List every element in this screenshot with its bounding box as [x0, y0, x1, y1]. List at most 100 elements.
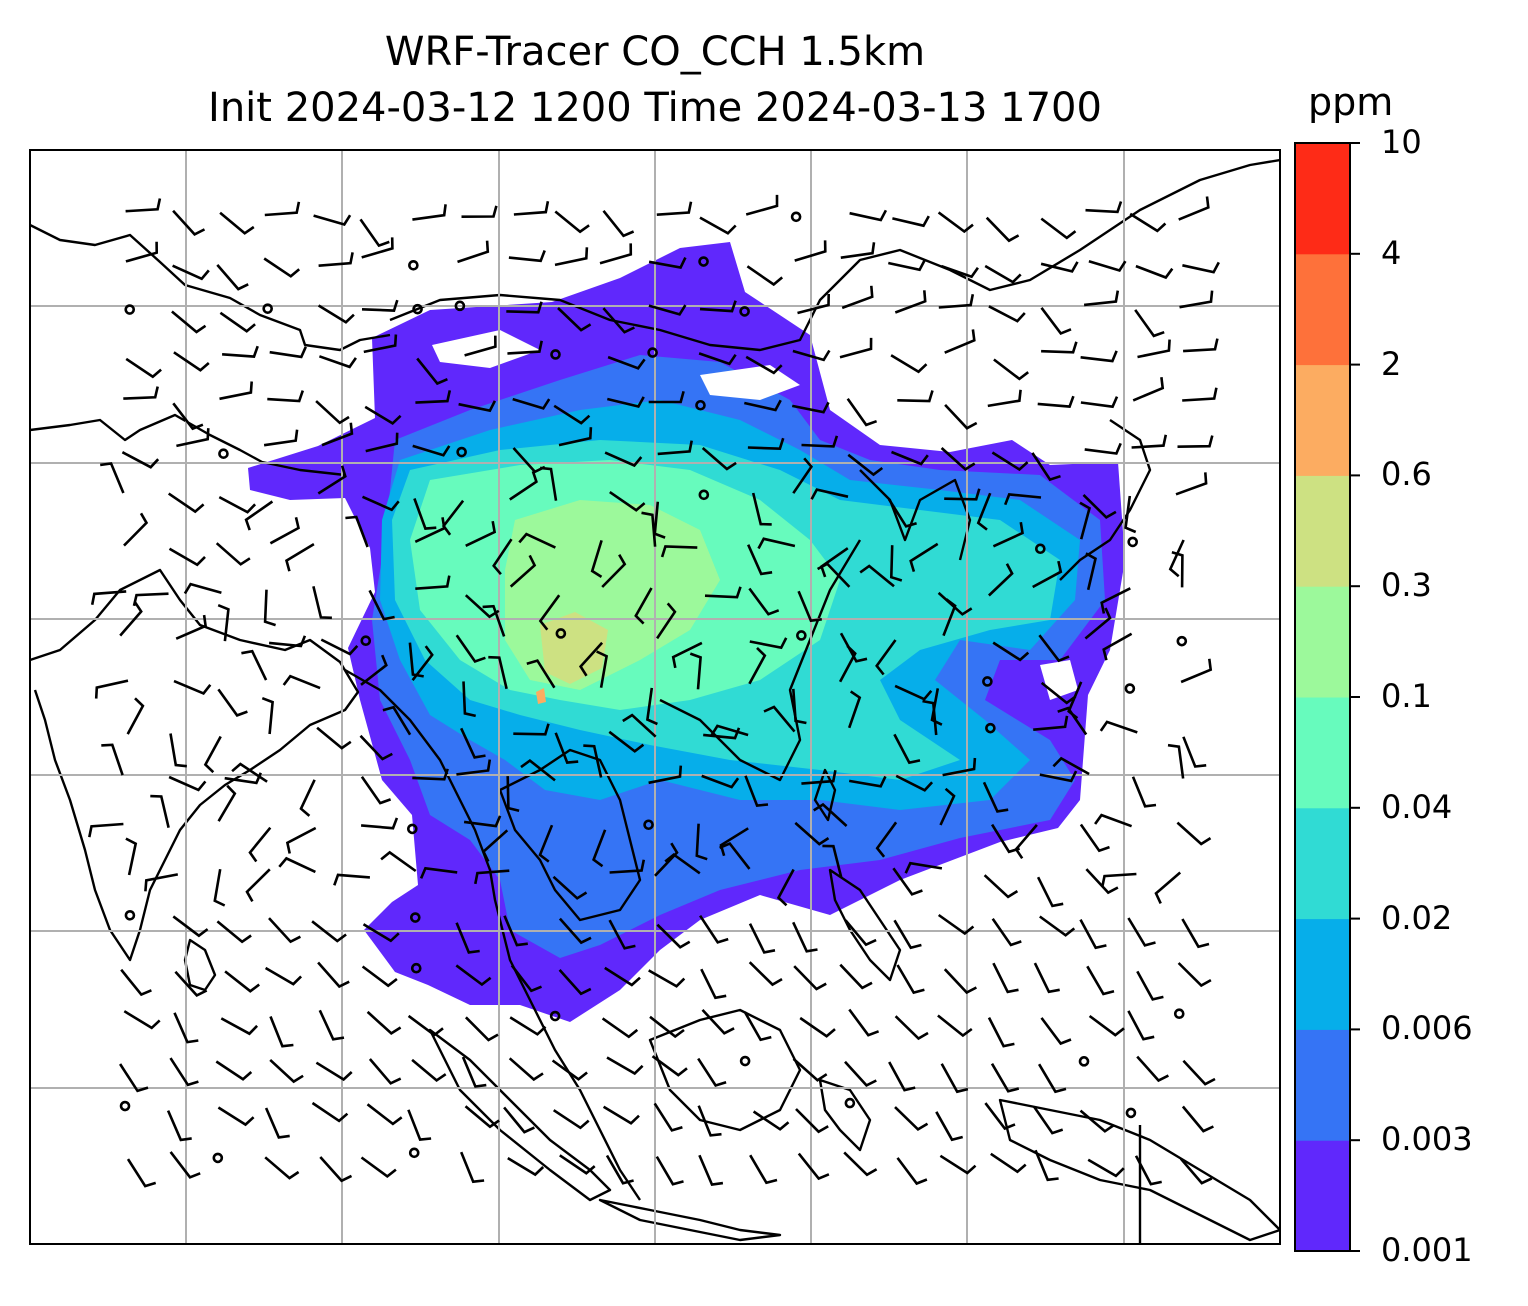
- wind-barb: [520, 758, 556, 782]
- wind-barb: [943, 968, 977, 995]
- wind-barb: [361, 495, 400, 512]
- wind-barb: [244, 500, 274, 531]
- wind-barb: [1182, 1059, 1216, 1086]
- wind-barb: [508, 250, 546, 263]
- wind-barb: [592, 829, 607, 868]
- wind-barb: [264, 1156, 300, 1180]
- wind-barb: [891, 450, 929, 466]
- wind-barb: [813, 802, 848, 827]
- wind-barb: [1088, 1014, 1125, 1037]
- coastline-indochina: [498, 748, 642, 922]
- wind-barb: [859, 564, 895, 588]
- wind-barb: [875, 821, 898, 858]
- wind-barb: [463, 815, 502, 828]
- wind-barb: [1127, 1010, 1155, 1041]
- wind-barb: [1167, 743, 1185, 779]
- calm-wind-marker: [407, 823, 418, 835]
- wind-barb: [506, 301, 543, 314]
- wind-barb: [217, 784, 237, 822]
- wind-barb: [363, 334, 398, 354]
- wind-barb: [315, 400, 350, 425]
- wind-barb: [944, 488, 981, 501]
- coastlines: [30, 158, 1280, 1244]
- wind-barb: [144, 873, 179, 892]
- calm-wind-marker: [124, 910, 136, 921]
- wind-barb: [892, 215, 930, 228]
- wind-barb: [317, 304, 355, 324]
- wind-barb: [408, 642, 424, 678]
- wind-barb: [552, 875, 588, 900]
- wind-barb: [1131, 434, 1168, 449]
- wind-barb: [1041, 341, 1078, 354]
- wind-barb: [311, 1101, 349, 1123]
- wind-barb: [407, 1014, 444, 1037]
- colorbar-block: [1295, 1140, 1350, 1252]
- wind-barb: [604, 451, 643, 468]
- wind-barb: [1085, 201, 1123, 214]
- wind-barb: [1079, 501, 1092, 540]
- wind-barb: [909, 542, 939, 572]
- calm-wind-marker: [698, 489, 710, 501]
- wind-barb: [183, 582, 222, 595]
- coastline-arabia: [30, 223, 391, 352]
- wind-barb: [749, 637, 788, 650]
- wind-barb: [460, 727, 486, 759]
- wind-barb: [464, 335, 497, 357]
- wind-barb: [513, 201, 550, 216]
- wind-barb: [222, 345, 259, 358]
- wind-barb: [318, 1009, 345, 1041]
- wind-barb: [203, 735, 222, 774]
- colorbar-tick-label: 0.001: [1381, 1231, 1473, 1269]
- colorbar-tick-label: 0.003: [1381, 1120, 1473, 1159]
- wind-barb: [412, 444, 451, 457]
- colorbar-blocks: [1295, 143, 1350, 1252]
- wind-barb: [892, 867, 923, 896]
- wind-barb: [698, 1154, 724, 1187]
- wind-barb: [318, 355, 357, 369]
- coastline-borneo: [648, 1008, 802, 1132]
- wind-barb: [1137, 339, 1171, 359]
- wind-barb: [660, 545, 698, 558]
- wind-barb: [747, 437, 785, 451]
- map-frame: [29, 149, 1281, 1245]
- wind-barb: [360, 654, 388, 686]
- wind-barb: [894, 290, 927, 314]
- wind-barb: [748, 923, 776, 954]
- wind-barb: [745, 355, 783, 375]
- wind-barb: [382, 705, 412, 736]
- tracer-level-8: [536, 688, 546, 704]
- coastline-newguinea: [998, 1098, 1280, 1242]
- wind-barb: [526, 659, 556, 689]
- wind-barb: [1175, 472, 1208, 496]
- calm-wind-marker: [408, 260, 419, 271]
- wind-barb: [939, 1154, 977, 1175]
- wind-barb: [751, 492, 772, 526]
- wind-barb: [699, 300, 737, 313]
- wind-barb: [1079, 918, 1107, 950]
- calm-wind-marker: [454, 300, 466, 312]
- wind-barb: [839, 337, 873, 359]
- wind-barb: [172, 209, 206, 237]
- wind-barb: [559, 1154, 596, 1175]
- wind-barb: [992, 962, 1019, 994]
- wind-barb: [416, 357, 448, 386]
- wind-barb: [360, 776, 392, 805]
- calm-wind-marker: [408, 1147, 420, 1159]
- wind-barb: [1132, 377, 1165, 402]
- wind-barb: [503, 915, 528, 947]
- wind-barb: [219, 381, 253, 401]
- wind-barb: [1031, 452, 1061, 482]
- wind-barb: [465, 520, 497, 547]
- wind-barb: [991, 917, 1022, 947]
- wind-barb: [937, 1014, 973, 1038]
- wind-barb: [284, 542, 315, 572]
- calm-wind-marker: [1078, 1056, 1090, 1067]
- wind-barb: [1183, 338, 1219, 353]
- wind-barb: [217, 688, 248, 717]
- wind-barb: [797, 293, 830, 315]
- wind-barb: [464, 1105, 500, 1129]
- wind-barb: [368, 589, 395, 621]
- wind-barb: [1127, 917, 1156, 947]
